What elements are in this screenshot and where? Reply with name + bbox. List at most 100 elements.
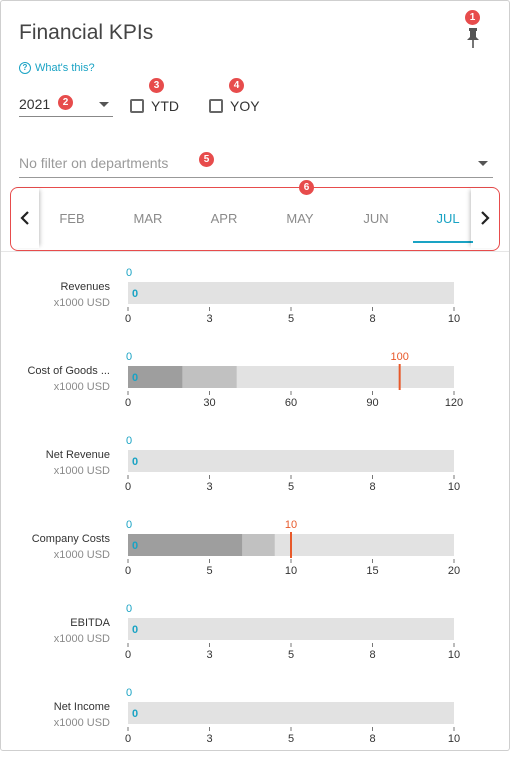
bullet-top-value: 0 [126,267,132,279]
bullet-tick-label: 0 [125,397,131,409]
annotation-badge-3: 3 [149,78,164,93]
bullet-actual-value: 0 [132,288,138,300]
bullet-tick-label: 10 [448,733,460,745]
tab-month-jul[interactable]: JUL [436,211,460,226]
bullet-track [128,282,454,304]
month-next-button[interactable] [471,188,499,248]
annotation-badge-5: 5 [199,152,214,167]
bullet-tick-label: 90 [366,397,378,409]
bullet-tick-label: 0 [125,313,131,325]
month-prev-button[interactable] [11,188,39,248]
help-icon: ? [19,62,31,74]
bullet-tick-label: 5 [288,733,294,745]
yoy-label: YOY [230,98,260,114]
bullet-tick-label: 8 [369,733,375,745]
whats-this-link[interactable]: ? What's this? [19,62,95,74]
tab-month-jun[interactable]: JUN [363,211,389,226]
bullet-chart-ebitda: 000 3 5 8 10 [125,603,460,661]
bullet-top-value: 0 [126,519,132,531]
bullet-tick-label: 8 [369,481,375,493]
whats-this-label: What's this? [35,62,95,74]
annotation-badge-4: 4 [229,78,244,93]
bullet-tick-label: 0 [125,565,131,577]
bullet-track [128,618,454,640]
bullet-tick-label: 5 [288,649,294,661]
bullet-tick-label: 10 [448,649,460,661]
bullet-actual-value: 0 [132,372,138,384]
bullet-chart-net-income: 000 3 5 8 10 [125,687,460,745]
chevron-right-icon [481,211,490,225]
bullet-tick-label: 30 [203,397,215,409]
annotation-badge-1: 1 [465,10,480,25]
yoy-checkbox[interactable]: YOY [209,98,260,114]
bullet-tick-label: 15 [366,565,378,577]
bullet-tick-label: 60 [285,397,297,409]
bullet-tick-label: 0 [125,481,131,493]
bullet-target-label: 100 [390,351,408,363]
active-month-indicator [413,241,473,243]
kpi-label-net-revenue: Net Revenue [45,449,110,461]
kpi-label-cost-of-goods: Cost of Goods ... [27,365,110,377]
kpi-unit-net-income: x1000 USD [53,717,110,729]
bullet-chart-revenues: 000 3 5 8 10 [125,267,460,325]
kpi-unit-company-costs: x1000 USD [53,549,110,561]
kpi-label-revenues: Revenues [60,281,110,293]
bullet-track [128,702,454,724]
bullet-tick-label: 8 [369,313,375,325]
tab-month-may[interactable]: MAY [286,211,314,226]
tab-month-mar[interactable]: MAR [133,211,163,226]
bullet-tick-label: 3 [206,313,212,325]
bullet-top-value: 0 [126,351,132,363]
bullet-tick-label: 5 [288,313,294,325]
tab-month-apr[interactable]: APR [210,211,238,226]
ytd-label: YTD [151,98,179,114]
bullet-tick-label: 0 [125,733,131,745]
department-filter-select[interactable]: No filter on departments [19,149,493,178]
tab-month-feb[interactable]: FEB [59,211,85,226]
year-select[interactable]: 2021 [19,94,113,117]
chevron-left-icon [20,211,29,225]
kpi-label-company-costs: Company Costs [31,533,110,545]
bullet-tick-label: 5 [206,565,212,577]
bullet-tick-label: 5 [288,481,294,493]
chevron-down-icon [478,161,488,166]
ytd-checkbox[interactable]: YTD [130,98,179,114]
bullet-actual-value: 0 [132,708,138,720]
bullet-tick-label: 10 [285,565,297,577]
bullet-actual-value: 0 [132,456,138,468]
kpi-unit-net-revenue: x1000 USD [53,465,110,477]
bullet-tick-label: 120 [445,397,463,409]
annotation-badge-6: 6 [299,180,314,195]
section-divider [1,251,509,252]
annotation-badge-2: 2 [58,95,73,110]
page-title: Financial KPIs [19,21,154,44]
bullet-band-dark [128,534,243,556]
bullet-tick-label: 10 [448,313,460,325]
bullet-tick-label: 3 [206,481,212,493]
year-value: 2021 [19,96,51,112]
bullet-tick-label: 3 [206,649,212,661]
bullet-tick-label: 3 [206,733,212,745]
bullet-tick-label: 10 [448,481,460,493]
bullet-tick-label: 8 [369,649,375,661]
ytd-checkbox-box[interactable] [130,99,144,113]
kpi-unit-ebitda: x1000 USD [53,633,110,645]
kpi-unit-cost-of-goods: x1000 USD [53,381,110,393]
yoy-checkbox-box[interactable] [209,99,223,113]
month-selector: FEB MAR APR MAY JUN JUL [10,187,500,251]
pin-icon[interactable] [464,27,482,49]
bullet-tick-label: 20 [448,565,460,577]
bullet-target-label: 10 [285,519,297,531]
kpi-label-net-income: Net Income [53,701,110,713]
kpi-label-ebitda: EBITDA [70,617,110,629]
bullet-band-dark [128,366,183,388]
bullet-tick-label: 0 [125,649,131,661]
bullet-top-value: 0 [126,435,132,447]
chevron-down-icon [99,102,109,107]
bullet-actual-value: 0 [132,540,138,552]
bullet-chart-net-revenue: 000 3 5 8 10 [125,435,460,493]
bullet-actual-value: 0 [132,624,138,636]
